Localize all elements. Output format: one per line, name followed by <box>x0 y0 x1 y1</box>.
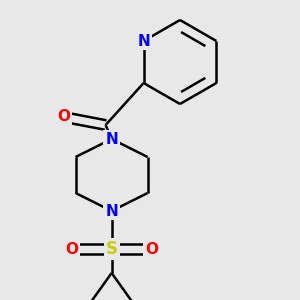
Text: O: O <box>145 242 158 256</box>
Text: O: O <box>57 110 70 124</box>
Text: S: S <box>106 240 118 258</box>
Text: N: N <box>105 131 118 146</box>
Text: N: N <box>137 34 150 49</box>
Text: N: N <box>105 203 118 218</box>
Text: O: O <box>65 242 78 256</box>
